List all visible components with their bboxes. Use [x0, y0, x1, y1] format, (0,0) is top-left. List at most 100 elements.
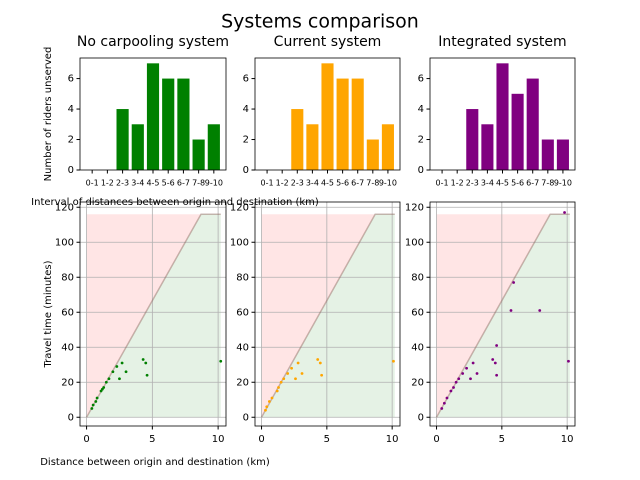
point: [316, 358, 320, 361]
y-tick-label: 60: [411, 307, 424, 318]
point: [104, 380, 108, 384]
point: [445, 396, 449, 400]
x-tick-label: 2-3: [291, 179, 304, 188]
point: [495, 373, 499, 377]
x-tick-label: 0: [83, 434, 89, 445]
x-tick-label: 7-8: [366, 179, 379, 188]
bar: [192, 139, 205, 170]
y-tick-label: 60: [61, 307, 74, 318]
bar: [351, 78, 364, 170]
point: [457, 377, 461, 381]
bar: [291, 109, 304, 170]
point: [538, 309, 542, 312]
y-tick-label: 0: [243, 412, 249, 423]
y-tick-label: 0: [68, 412, 74, 423]
point: [286, 372, 290, 375]
x-tick-label: 0: [258, 434, 264, 445]
x-tick-label: 9-10: [554, 179, 572, 188]
point: [94, 400, 98, 403]
point: [475, 372, 479, 375]
y-tick-label: 6: [68, 74, 74, 85]
bar: [556, 139, 569, 170]
bar: [177, 78, 190, 170]
boundary-line: [85, 213, 221, 418]
point: [491, 358, 495, 361]
bar: [321, 63, 334, 171]
point: [471, 361, 475, 365]
axes-frame: [79, 201, 227, 427]
point: [107, 377, 111, 381]
x-tick-label: 7-8: [541, 179, 554, 188]
point: [115, 365, 119, 368]
point: [102, 386, 106, 389]
point: [111, 370, 115, 374]
y-tick-label: 4: [243, 104, 249, 115]
bar: [466, 109, 479, 170]
point: [264, 408, 267, 412]
y-tick-label: 100: [405, 237, 424, 248]
y-tick-label: 40: [61, 342, 74, 353]
point: [294, 377, 297, 381]
point: [300, 372, 304, 375]
axes-frame: [254, 201, 401, 427]
y-tick-label: 0: [243, 165, 249, 176]
y-tick-label: 100: [55, 237, 74, 248]
x-tick-label: 6-7: [351, 179, 364, 188]
point: [219, 359, 223, 363]
point: [267, 400, 271, 403]
infeasible-region: [436, 214, 570, 418]
x-tick-label: 3-4: [481, 179, 494, 188]
y-axis-label: Travel time (minutes): [43, 260, 54, 368]
y-tick-label: 20: [61, 377, 74, 388]
x-tick-label: 5-6: [162, 179, 175, 188]
y-tick-label: 2: [418, 135, 424, 146]
point: [567, 359, 570, 363]
x-tick-label: 5: [324, 434, 330, 445]
point: [120, 361, 124, 365]
y-tick-label: 2: [68, 135, 74, 146]
x-tick-label: 4-5: [146, 179, 159, 188]
point: [509, 309, 513, 312]
axes-title: No carpooling system: [77, 34, 229, 50]
point: [270, 396, 274, 400]
bar: [481, 124, 494, 170]
x-tick-label: 2-3: [466, 179, 479, 188]
axes-frame: [429, 201, 576, 427]
feasible-region: [261, 214, 395, 418]
x-tick-label: 9-10: [379, 179, 397, 188]
point: [141, 358, 145, 361]
bar: [541, 139, 554, 170]
bar: [511, 93, 524, 170]
x-tick-label: 9-10: [205, 179, 223, 188]
y-tick-label: 2: [243, 135, 249, 146]
x-tick-label: 6-7: [177, 179, 190, 188]
point: [469, 377, 472, 381]
infeasible-region: [261, 214, 395, 418]
bar: [366, 139, 379, 170]
x-tick-label: 4-5: [321, 179, 334, 188]
y-axis-label: Number of riders unserved: [43, 47, 54, 182]
point: [282, 377, 286, 381]
x-tick-label: 1-2: [451, 179, 464, 188]
x-tick-label: 10: [561, 434, 574, 445]
y-tick-label: 60: [236, 307, 249, 318]
y-tick-label: 80: [236, 272, 249, 283]
x-tick-label: 4-5: [496, 179, 509, 188]
point: [124, 370, 128, 374]
x-tick-label: 5-6: [336, 179, 349, 188]
point: [465, 366, 468, 370]
point: [91, 403, 95, 407]
axes-title: Current system: [274, 34, 382, 50]
y-tick-label: 0: [418, 412, 424, 423]
x-tick-label: 5: [499, 434, 505, 445]
bar: [207, 124, 220, 170]
point: [320, 373, 324, 377]
x-tick-label: 10: [386, 434, 399, 445]
x-tick-label: 5: [149, 434, 155, 445]
y-tick-label: 0: [418, 165, 424, 176]
point: [449, 389, 453, 393]
y-tick-label: 0: [68, 165, 74, 176]
x-tick-label: 2-3: [116, 179, 129, 188]
point: [392, 359, 395, 363]
y-tick-label: 100: [230, 237, 249, 248]
